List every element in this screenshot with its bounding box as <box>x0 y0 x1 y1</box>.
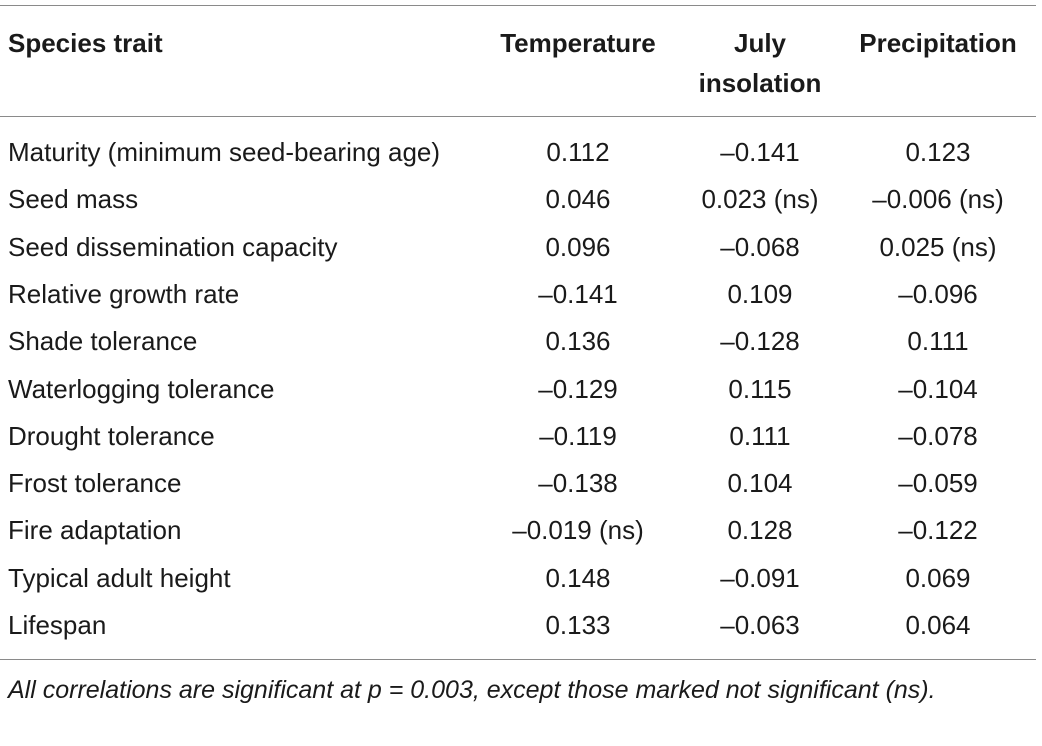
table-bottom-rule <box>0 659 1036 660</box>
cell-temperature: 0.133 <box>545 610 611 640</box>
cell-precipitation: –0.078 <box>898 420 978 451</box>
cell-precipitation: –0.122 <box>898 515 978 546</box>
cell-precipitation: 0.111 <box>907 326 969 357</box>
header-july-insolation-line2: insolation <box>698 68 822 98</box>
cell-july-insolation: –0.068 <box>720 231 800 262</box>
cell-july-insolation: 0.115 <box>728 373 792 404</box>
cell-trait: Frost tolerance <box>8 468 182 499</box>
table-row: Waterlogging tolerance –0.129 0.115 –0.104 <box>0 366 1042 413</box>
cell-temperature: –0.138 <box>538 468 618 499</box>
cell-trait: Seed mass <box>8 184 139 215</box>
cell-july-insolation: –0.091 <box>720 562 800 593</box>
table-row: Maturity (minimum seed-bearing age) 0.112… <box>0 129 1042 176</box>
cell-july-insolation: 0.023 (ns) <box>701 184 819 215</box>
cell-precipitation: 0.025 (ns) <box>879 231 997 262</box>
cell-temperature: 0.136 <box>545 326 611 357</box>
header-temperature: Temperature <box>500 28 656 58</box>
cell-temperature: –0.129 <box>538 373 618 404</box>
header-july-insolation-line1: July <box>733 28 787 58</box>
table-row: Seed mass 0.046 0.023 (ns) –0.006 (ns) <box>0 176 1042 223</box>
cell-precipitation: –0.096 <box>898 278 978 309</box>
cell-trait: Lifespan <box>8 610 107 640</box>
table-footnote: All correlations are significant at p = … <box>8 676 936 704</box>
table-row: Seed dissemination capacity 0.096 –0.068 0.… <box>0 224 1042 271</box>
cell-precipitation: 0.069 <box>905 562 971 593</box>
cell-temperature: 0.112 <box>546 137 610 167</box>
cell-temperature: –0.019 (ns) <box>512 515 644 546</box>
cell-july-insolation: 0.104 <box>727 468 793 499</box>
cell-trait: Seed dissemination capacity <box>8 231 338 262</box>
cell-temperature: 0.096 <box>545 231 611 262</box>
cell-precipitation: 0.064 <box>905 610 971 640</box>
cell-july-insolation: –0.063 <box>720 610 800 640</box>
cell-precipitation: –0.006 (ns) <box>872 184 1004 215</box>
cell-july-insolation: –0.128 <box>720 326 800 357</box>
cell-trait: Typical adult height <box>8 562 231 593</box>
header-precipitation: Precipitation <box>859 28 1017 58</box>
table-top-rule <box>0 5 1036 6</box>
cell-trait: Drought tolerance <box>8 420 215 451</box>
header-july-insolation: July insolation <box>680 23 840 103</box>
cell-trait: Shade tolerance <box>8 326 198 357</box>
cell-precipitation: –0.104 <box>898 373 978 404</box>
table-row: Lifespan 0.133 –0.063 0.064 <box>0 602 1042 649</box>
table-row: Shade tolerance 0.136 –0.128 0.111 <box>0 318 1042 365</box>
cell-temperature: –0.141 <box>538 278 618 309</box>
cell-trait: Fire adaptation <box>8 515 182 546</box>
table-row: Relative growth rate –0.141 0.109 –0.096 <box>0 271 1042 318</box>
cell-temperature: –0.119 <box>539 420 617 451</box>
cell-july-insolation: –0.141 <box>720 137 800 167</box>
cell-trait: Maturity (minimum seed-bearing age) <box>8 137 441 167</box>
cell-july-insolation: 0.111 <box>729 420 791 451</box>
header-species-trait: Species trait <box>8 28 163 58</box>
cell-temperature: 0.046 <box>545 184 611 215</box>
table-row: Drought tolerance –0.119 0.111 –0.078 <box>0 413 1042 460</box>
table-row: Fire adaptation –0.019 (ns) 0.128 –0.122 <box>0 507 1042 554</box>
cell-precipitation: 0.123 <box>905 137 971 167</box>
cell-trait: Waterlogging tolerance <box>8 373 275 404</box>
cell-temperature: 0.148 <box>545 562 611 593</box>
cell-trait: Relative growth rate <box>8 278 240 309</box>
cell-july-insolation: 0.128 <box>727 515 793 546</box>
cell-july-insolation: 0.109 <box>727 278 793 309</box>
cell-precipitation: –0.059 <box>898 468 978 499</box>
table-row: Frost tolerance –0.138 0.104 –0.059 <box>0 460 1042 507</box>
header-divider-rule <box>0 116 1036 117</box>
table-row: Typical adult height 0.148 –0.091 0.069 <box>0 555 1042 602</box>
